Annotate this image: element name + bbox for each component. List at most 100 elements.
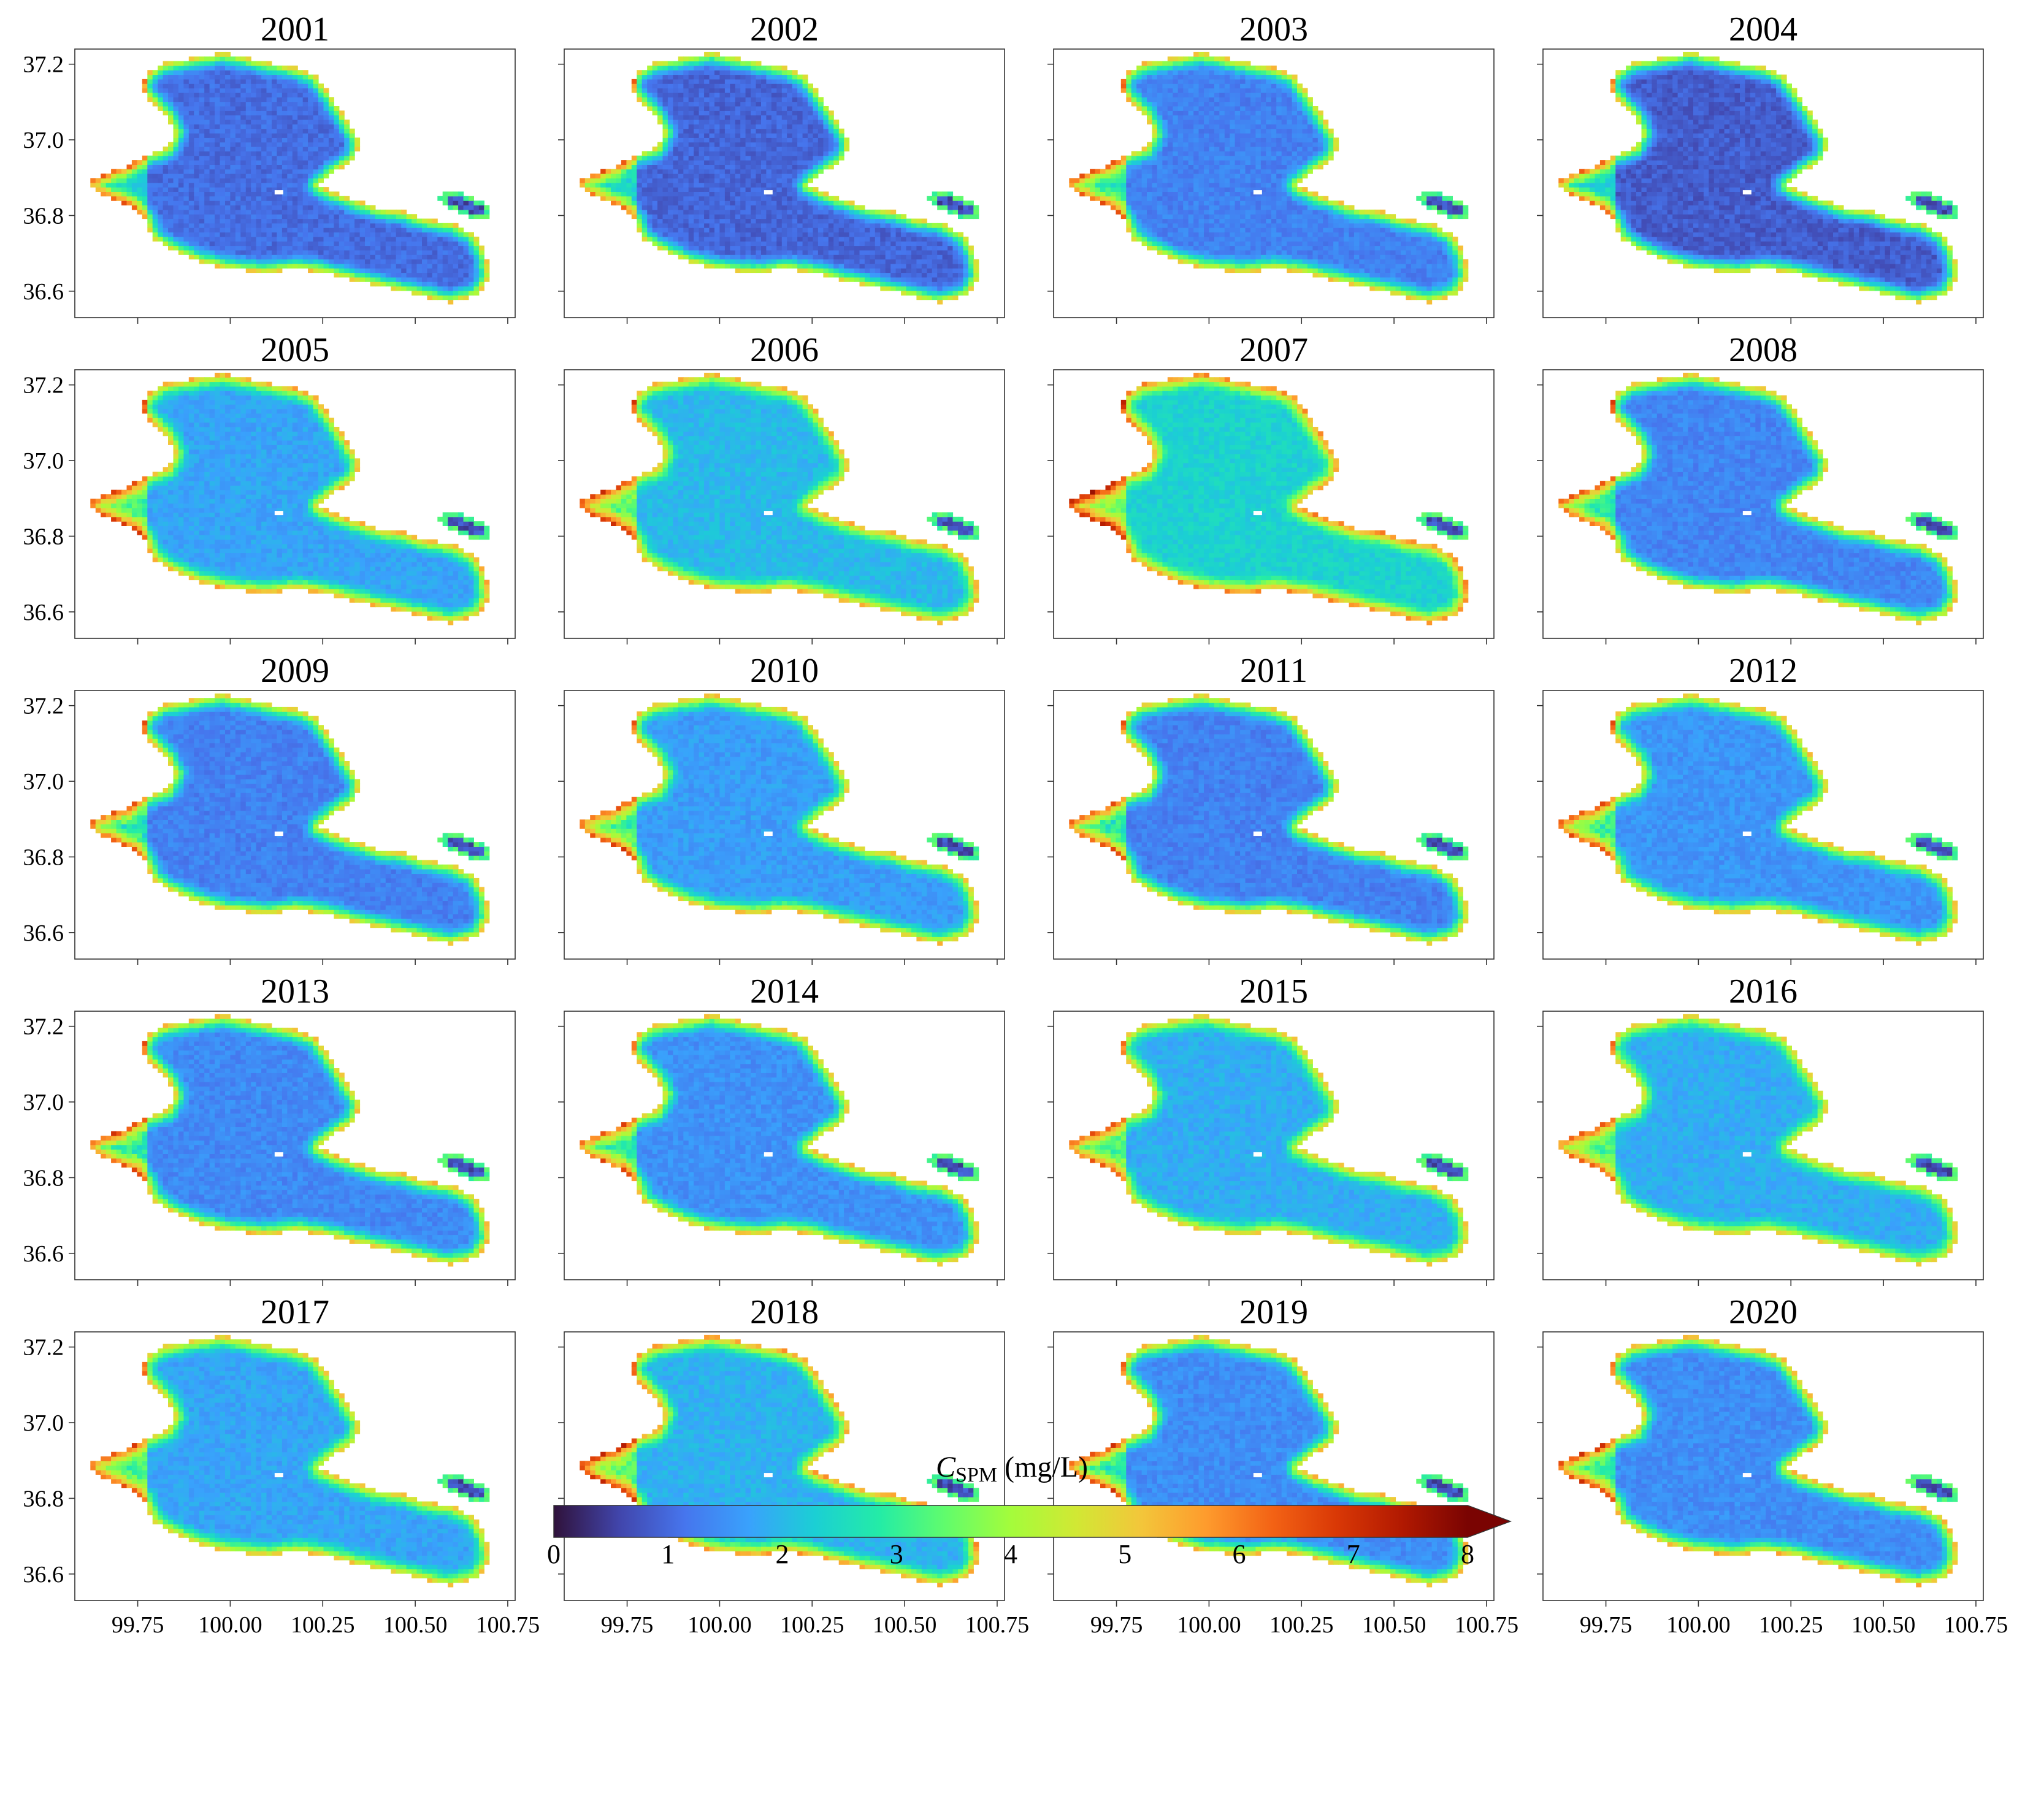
data-cell	[204, 79, 210, 84]
data-cell	[230, 133, 235, 138]
data-cell	[147, 196, 153, 201]
data-cell	[230, 160, 235, 165]
data-cell	[240, 79, 246, 84]
data-cell	[246, 110, 251, 115]
data-cell	[194, 75, 199, 80]
data-cell	[158, 83, 163, 88]
data-cell	[90, 183, 96, 188]
data-cell	[240, 187, 246, 192]
data-cell	[178, 250, 184, 255]
data-cell	[225, 129, 231, 134]
data-cell	[194, 124, 199, 129]
data-cell	[168, 75, 174, 80]
data-cell	[183, 124, 189, 129]
data-cell	[199, 120, 205, 124]
data-cell	[178, 246, 184, 251]
data-cell	[240, 115, 246, 120]
data-cell	[194, 56, 199, 61]
data-cell	[225, 124, 231, 129]
data-cell	[220, 52, 226, 57]
data-cell	[240, 106, 246, 111]
data-cell	[215, 210, 220, 215]
data-cell	[147, 228, 153, 232]
data-cell	[230, 169, 235, 174]
data-cell	[204, 151, 210, 156]
data-cell	[142, 83, 148, 88]
data-cell	[183, 183, 189, 188]
data-cell	[127, 178, 132, 183]
data-cell	[235, 147, 241, 151]
data-cell	[147, 97, 153, 102]
data-cell	[256, 237, 262, 242]
data-cell	[204, 61, 210, 66]
data-cell	[194, 120, 199, 124]
data-cell	[210, 151, 215, 156]
data-cell	[163, 75, 169, 80]
data-cell	[178, 124, 184, 129]
data-cell	[153, 214, 158, 219]
data-cell	[168, 97, 174, 102]
data-cell	[204, 147, 210, 151]
data-cell	[215, 106, 220, 111]
data-cell	[111, 169, 117, 174]
data-cell	[174, 241, 179, 246]
data-cell	[183, 241, 189, 246]
data-cell	[174, 133, 179, 138]
data-cell	[225, 183, 231, 188]
data-cell	[111, 196, 117, 201]
data-cell	[240, 142, 246, 147]
data-cell	[194, 187, 199, 192]
data-cell	[199, 191, 205, 196]
data-cell	[101, 191, 106, 196]
data-cell	[189, 61, 194, 66]
data-cell	[220, 133, 226, 138]
data-cell	[153, 174, 158, 178]
data-cell	[178, 241, 184, 246]
data-cell	[163, 219, 169, 224]
data-cell	[199, 205, 205, 210]
data-cell	[251, 83, 256, 88]
data-cell	[142, 187, 148, 192]
data-cell	[256, 115, 262, 120]
data-cell	[204, 142, 210, 147]
data-cell	[246, 115, 251, 120]
data-cell	[183, 187, 189, 192]
data-cell	[240, 174, 246, 178]
data-cell	[163, 160, 169, 165]
data-cell	[199, 169, 205, 174]
data-cell	[204, 160, 210, 165]
data-cell	[215, 137, 220, 142]
data-cell	[235, 174, 241, 178]
data-cell	[225, 115, 231, 120]
data-cell	[220, 129, 226, 134]
data-cell	[153, 79, 158, 84]
data-cell	[178, 106, 184, 111]
data-cell	[246, 187, 251, 192]
data-cell	[132, 201, 137, 205]
data-cell	[168, 142, 174, 147]
data-cell	[178, 219, 184, 224]
data-cell	[251, 254, 256, 259]
data-cell	[230, 191, 235, 196]
data-cell	[235, 97, 241, 102]
data-cell	[235, 259, 241, 264]
data-cell	[256, 147, 262, 151]
data-cell	[194, 151, 199, 156]
data-cell	[121, 174, 127, 178]
data-cell	[204, 124, 210, 129]
data-cell	[235, 164, 241, 169]
data-cell	[225, 169, 231, 174]
data-cell	[178, 151, 184, 156]
data-cell	[168, 187, 174, 192]
data-cell	[199, 137, 205, 142]
data-cell	[215, 232, 220, 237]
data-cell	[194, 254, 199, 259]
data-cell	[240, 219, 246, 224]
data-cell	[132, 196, 137, 201]
data-cell	[220, 232, 226, 237]
data-cell	[178, 110, 184, 115]
data-cell	[256, 264, 262, 269]
data-cell	[225, 254, 231, 259]
data-cell	[174, 93, 179, 98]
data-cell	[240, 237, 246, 242]
